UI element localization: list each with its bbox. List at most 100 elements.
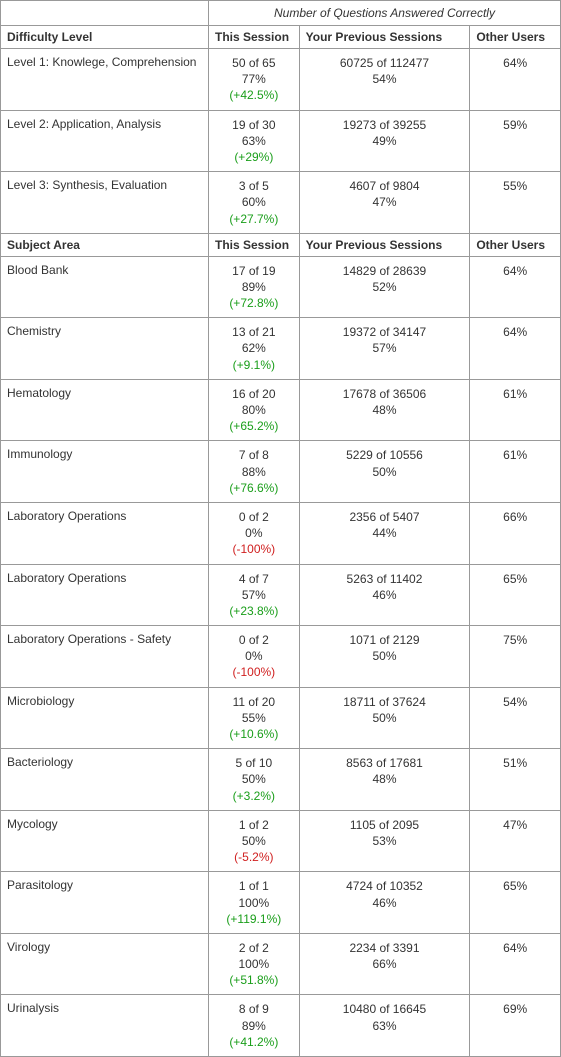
- previous-pct: 50%: [306, 648, 464, 664]
- previous-sessions-cell: 4607 of 980447%: [299, 172, 470, 234]
- other-users-cell: 55%: [470, 172, 561, 234]
- previous-sessions-cell: 2356 of 540744%: [299, 502, 470, 564]
- corner-empty-cell: [1, 1, 209, 26]
- this-session-pct: 80%: [215, 402, 293, 418]
- table-row: Virology2 of 2100%(+51.8%)2234 of 339166…: [1, 933, 561, 995]
- this-session-pct: 50%: [215, 771, 293, 787]
- this-session-cell: 3 of 560%(+27.7%): [209, 172, 300, 234]
- this-session-cell: 1 of 1100%(+119.1%): [209, 872, 300, 934]
- this-session-delta: (-100%): [215, 664, 293, 680]
- other-users-cell: 75%: [470, 626, 561, 688]
- previous-sessions-cell: 5229 of 1055650%: [299, 441, 470, 503]
- previous-pct: 46%: [306, 895, 464, 911]
- previous-sessions-cell: 1105 of 209553%: [299, 810, 470, 872]
- previous-pct: 49%: [306, 133, 464, 149]
- table-row: Mycology1 of 250%(-5.2%)1105 of 209553%4…: [1, 810, 561, 872]
- table-row: Parasitology1 of 1100%(+119.1%)4724 of 1…: [1, 872, 561, 934]
- previous-pct: 50%: [306, 710, 464, 726]
- this-session-cell: 0 of 20%(-100%): [209, 626, 300, 688]
- this-session-delta: (+65.2%): [215, 418, 293, 434]
- previous-score: 14829 of 28639: [306, 263, 464, 279]
- table-row: Blood Bank17 of 1989%(+72.8%)14829 of 28…: [1, 256, 561, 318]
- this-session-score: 8 of 9: [215, 1001, 293, 1017]
- this-session-delta: (+72.8%): [215, 295, 293, 311]
- previous-pct: 54%: [306, 71, 464, 87]
- section-title: Difficulty Level: [1, 26, 209, 49]
- previous-sessions-cell: 10480 of 1664563%: [299, 995, 470, 1057]
- other-users-cell: 65%: [470, 564, 561, 626]
- row-label: Blood Bank: [1, 256, 209, 318]
- table-row: Laboratory Operations4 of 757%(+23.8%)52…: [1, 564, 561, 626]
- other-users-cell: 59%: [470, 110, 561, 172]
- other-users-cell: 61%: [470, 441, 561, 503]
- this-session-pct: 77%: [215, 71, 293, 87]
- previous-score: 1071 of 2129: [306, 632, 464, 648]
- table-row: Urinalysis8 of 989%(+41.2%)10480 of 1664…: [1, 995, 561, 1057]
- this-session-cell: 13 of 2162%(+9.1%): [209, 318, 300, 380]
- other-users-cell: 66%: [470, 502, 561, 564]
- previous-pct: 47%: [306, 194, 464, 210]
- previous-sessions-cell: 8563 of 1768148%: [299, 749, 470, 811]
- this-session-cell: 1 of 250%(-5.2%): [209, 810, 300, 872]
- this-session-delta: (+51.8%): [215, 972, 293, 988]
- this-session-pct: 0%: [215, 648, 293, 664]
- col-header-previous-sessions: Your Previous Sessions: [299, 233, 470, 256]
- previous-pct: 48%: [306, 402, 464, 418]
- previous-score: 4607 of 9804: [306, 178, 464, 194]
- other-users-cell: 51%: [470, 749, 561, 811]
- this-session-pct: 88%: [215, 464, 293, 480]
- previous-sessions-cell: 19273 of 3925549%: [299, 110, 470, 172]
- this-session-pct: 63%: [215, 133, 293, 149]
- this-session-cell: 0 of 20%(-100%): [209, 502, 300, 564]
- row-label: Laboratory Operations: [1, 564, 209, 626]
- this-session-cell: 4 of 757%(+23.8%): [209, 564, 300, 626]
- previous-sessions-cell: 1071 of 212950%: [299, 626, 470, 688]
- table-row: Level 1: Knowlege, Comprehension50 of 65…: [1, 49, 561, 111]
- previous-sessions-cell: 5263 of 1140246%: [299, 564, 470, 626]
- previous-score: 8563 of 17681: [306, 755, 464, 771]
- other-users-cell: 65%: [470, 872, 561, 934]
- previous-score: 2356 of 5407: [306, 509, 464, 525]
- this-session-pct: 100%: [215, 956, 293, 972]
- this-session-cell: 5 of 1050%(+3.2%): [209, 749, 300, 811]
- col-header-this-session: This Session: [209, 26, 300, 49]
- row-label: Level 3: Synthesis, Evaluation: [1, 172, 209, 234]
- row-label: Microbiology: [1, 687, 209, 749]
- this-session-delta: (+3.2%): [215, 788, 293, 804]
- this-session-cell: 50 of 6577%(+42.5%): [209, 49, 300, 111]
- this-session-score: 0 of 2: [215, 632, 293, 648]
- other-users-cell: 64%: [470, 933, 561, 995]
- previous-score: 17678 of 36506: [306, 386, 464, 402]
- row-label: Bacteriology: [1, 749, 209, 811]
- this-session-score: 7 of 8: [215, 447, 293, 463]
- previous-pct: 46%: [306, 587, 464, 603]
- previous-score: 19273 of 39255: [306, 117, 464, 133]
- this-session-pct: 89%: [215, 1018, 293, 1034]
- this-session-score: 19 of 30: [215, 117, 293, 133]
- this-session-pct: 62%: [215, 340, 293, 356]
- this-session-score: 16 of 20: [215, 386, 293, 402]
- row-label: Level 2: Application, Analysis: [1, 110, 209, 172]
- spanning-header: Number of Questions Answered Correctly: [209, 1, 561, 26]
- row-label: Level 1: Knowlege, Comprehension: [1, 49, 209, 111]
- previous-pct: 57%: [306, 340, 464, 356]
- this-session-cell: 19 of 3063%(+29%): [209, 110, 300, 172]
- previous-sessions-cell: 17678 of 3650648%: [299, 379, 470, 441]
- table-row: Chemistry13 of 2162%(+9.1%)19372 of 3414…: [1, 318, 561, 380]
- this-session-delta: (-100%): [215, 541, 293, 557]
- previous-sessions-cell: 18711 of 3762450%: [299, 687, 470, 749]
- this-session-pct: 100%: [215, 895, 293, 911]
- other-users-cell: 61%: [470, 379, 561, 441]
- section-header-row: Subject AreaThis SessionYour Previous Se…: [1, 233, 561, 256]
- this-session-pct: 50%: [215, 833, 293, 849]
- this-session-score: 17 of 19: [215, 263, 293, 279]
- this-session-cell: 16 of 2080%(+65.2%): [209, 379, 300, 441]
- previous-score: 5229 of 10556: [306, 447, 464, 463]
- previous-score: 4724 of 10352: [306, 878, 464, 894]
- other-users-cell: 64%: [470, 318, 561, 380]
- previous-pct: 52%: [306, 279, 464, 295]
- spanning-header-row: Number of Questions Answered Correctly: [1, 1, 561, 26]
- this-session-score: 3 of 5: [215, 178, 293, 194]
- section-header-row: Difficulty LevelThis SessionYour Previou…: [1, 26, 561, 49]
- row-label: Virology: [1, 933, 209, 995]
